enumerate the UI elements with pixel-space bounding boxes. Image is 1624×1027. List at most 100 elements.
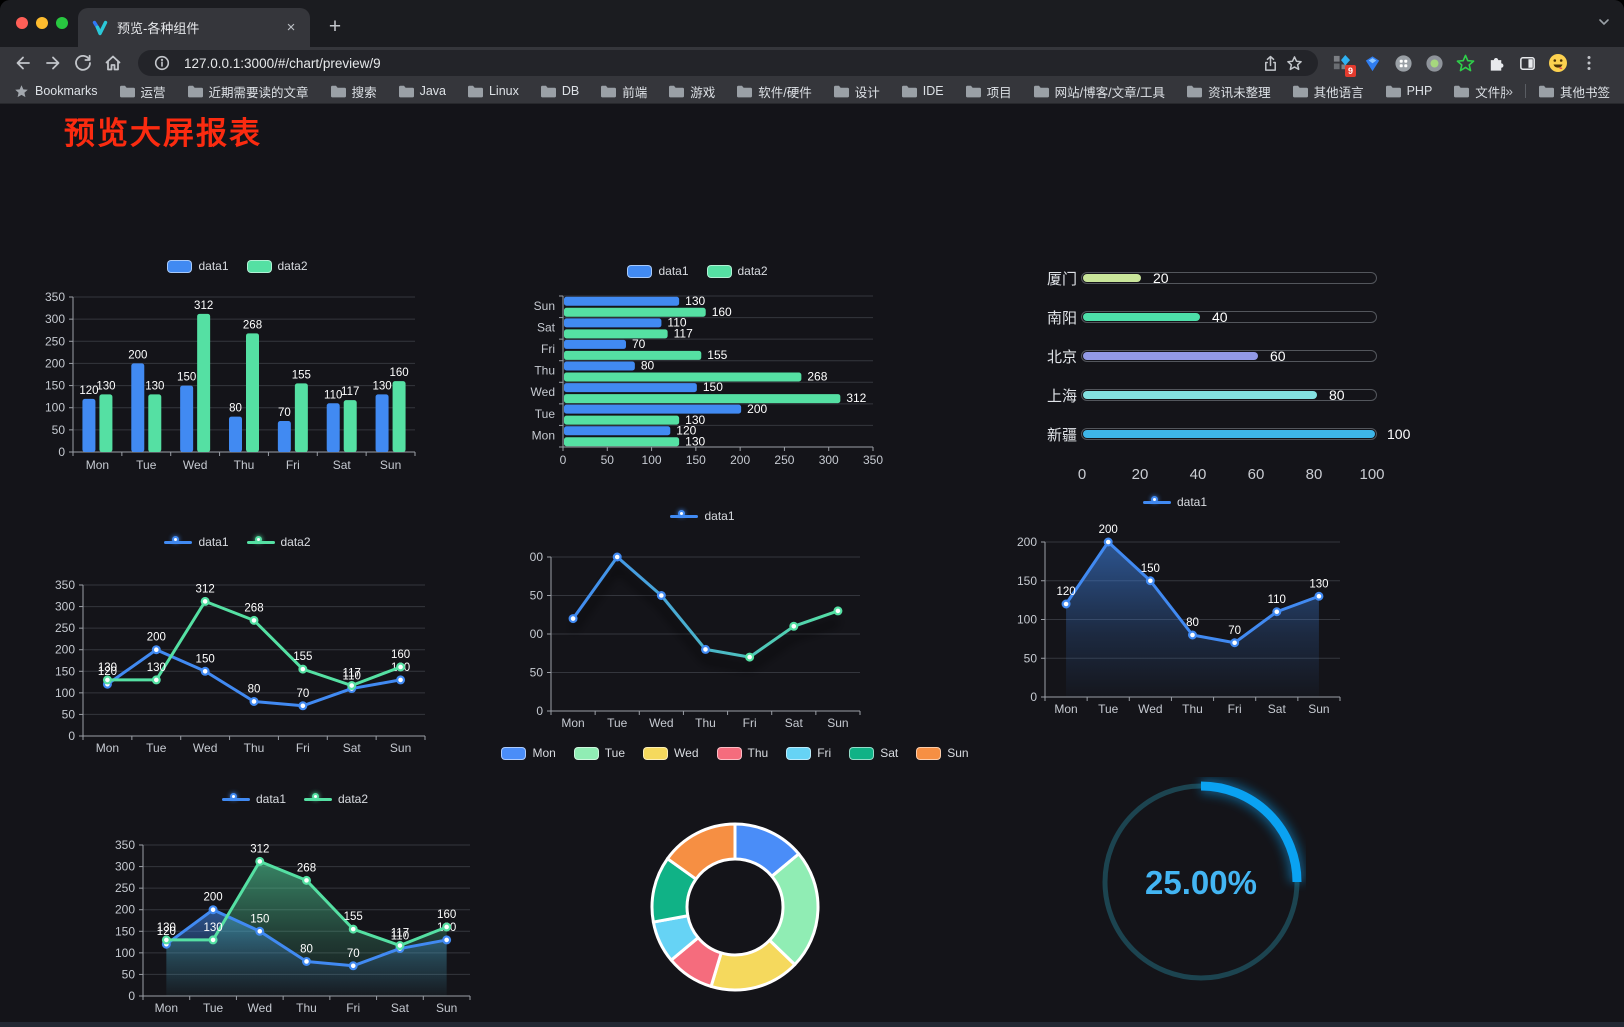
svg-text:312: 312	[194, 300, 213, 312]
svg-text:117: 117	[391, 928, 409, 940]
bookmark-item[interactable]: 运营	[119, 82, 166, 101]
bookmark-item[interactable]: 项目	[965, 82, 1012, 101]
bookmark-label: 文件服务器	[1475, 82, 1505, 101]
svg-text:300: 300	[55, 600, 75, 614]
bookmark-item[interactable]: 文件服务器	[1453, 82, 1505, 101]
home-button[interactable]	[98, 49, 128, 77]
bookmarks-manager[interactable]: Bookmarks	[14, 84, 98, 99]
window-close-button[interactable]	[16, 17, 28, 29]
progress-label: 厦门	[1000, 268, 1077, 289]
bookmark-label: PHP	[1407, 84, 1433, 98]
axis-tick-label: 60	[1248, 466, 1265, 483]
svg-text:155: 155	[707, 348, 727, 362]
progress-row: 新疆100	[1000, 426, 1430, 442]
svg-text:Sun: Sun	[380, 458, 401, 472]
bookmark-item[interactable]: 资讯未整理	[1186, 82, 1271, 101]
svg-text:70: 70	[296, 688, 309, 700]
folder-icon	[398, 85, 414, 98]
bookmark-item[interactable]: 游戏	[668, 82, 715, 101]
svg-text:Wed: Wed	[183, 458, 207, 472]
share-icon[interactable]	[1258, 51, 1282, 75]
svg-text:50: 50	[62, 707, 76, 721]
svg-text:160: 160	[712, 305, 732, 319]
back-button[interactable]	[8, 49, 38, 77]
bookmark-item[interactable]: 近期需要读的文章	[187, 82, 309, 101]
progress-label: 南阳	[1000, 307, 1077, 328]
svg-text:0: 0	[560, 453, 567, 467]
chart-line-two-series: data1data2050100150200250300350MonTueWed…	[40, 529, 435, 761]
tab-favicon	[92, 20, 108, 36]
bookmark-item[interactable]: 搜索	[330, 82, 377, 101]
gem-extension-icon[interactable]	[1361, 52, 1383, 74]
page-info-icon[interactable]	[150, 51, 174, 75]
tabstrip-chevron-down-icon[interactable]	[1598, 16, 1610, 28]
browser-menu-icon[interactable]	[1578, 52, 1600, 74]
bookmarks-overflow-chevron[interactable]: »	[1505, 83, 1513, 99]
svg-text:200: 200	[747, 402, 767, 416]
bookmark-label: 其他语言	[1314, 82, 1364, 101]
svg-text:Sun: Sun	[827, 716, 848, 730]
folder-icon	[965, 85, 981, 98]
svg-text:Wed: Wed	[193, 741, 217, 755]
svg-text:Thu: Thu	[695, 716, 716, 730]
window-maximize-button[interactable]	[56, 17, 68, 29]
svg-text:130: 130	[685, 434, 705, 448]
progress-fill	[1083, 313, 1200, 321]
svg-text:200: 200	[115, 903, 135, 917]
command-circle-extension-icon[interactable]	[1392, 52, 1414, 74]
svg-text:Thu: Thu	[234, 458, 255, 472]
bookmark-item[interactable]: Linux	[467, 82, 519, 101]
svg-text:250: 250	[45, 334, 65, 348]
green-dot-extension-icon[interactable]	[1423, 52, 1445, 74]
svg-text:300: 300	[819, 453, 839, 467]
bookmark-item[interactable]: 软件/硬件	[736, 82, 811, 101]
svg-text:Thu: Thu	[1182, 702, 1203, 716]
svg-text:150: 150	[196, 653, 215, 665]
svg-text:117: 117	[343, 668, 361, 680]
bookmark-item[interactable]: 网站/博客/文章/工具	[1033, 82, 1165, 101]
svg-text:25.00%: 25.00%	[1145, 864, 1257, 901]
folder-icon	[833, 85, 849, 98]
window-minimize-button[interactable]	[36, 17, 48, 29]
axis-tick-label: 40	[1190, 466, 1207, 483]
folder-icon	[119, 85, 135, 98]
svg-text:50: 50	[530, 666, 543, 680]
bookmark-star-icon[interactable]	[1282, 51, 1306, 75]
url-bar[interactable]: 127.0.0.1:3000/#/chart/preview/9	[138, 50, 1318, 76]
extensions-puzzle-icon[interactable]	[1485, 52, 1507, 74]
side-panel-icon[interactable]	[1516, 52, 1538, 74]
browser-tab[interactable]: 预览-各种组件 ×	[78, 8, 310, 47]
svg-text:130: 130	[147, 662, 166, 674]
bookmark-item[interactable]: DB	[540, 82, 579, 101]
tab-close-icon[interactable]: ×	[282, 19, 300, 37]
svg-text:50: 50	[52, 423, 66, 437]
reload-button[interactable]	[68, 49, 98, 77]
pixel-extension-icon[interactable]: 9	[1330, 52, 1352, 74]
svg-text:150: 150	[250, 913, 269, 925]
new-tab-button[interactable]: +	[322, 14, 348, 40]
svg-text:250: 250	[55, 621, 75, 635]
svg-text:150: 150	[115, 924, 135, 938]
gauge-canvas: 25.00%	[1096, 777, 1306, 987]
svg-text:Thu: Thu	[244, 741, 265, 755]
bookmark-item[interactable]: 前端	[600, 82, 647, 101]
svg-text:250: 250	[115, 881, 135, 895]
forward-button[interactable]	[38, 49, 68, 77]
bookmark-item[interactable]: Java	[398, 82, 446, 101]
area-single-canvas: 050100150200MonTueWedThuFriSatSun1202001…	[1000, 489, 1350, 724]
svg-text:160: 160	[389, 367, 408, 379]
bookmark-item[interactable]: 设计	[833, 82, 880, 101]
chart-area-two-series: data1data2050100150200250300350MonTueWed…	[105, 784, 485, 1024]
bookmark-item[interactable]: 其他语言	[1292, 82, 1364, 101]
axis-tick-label: 80	[1306, 466, 1323, 483]
svg-text:Sat: Sat	[391, 1001, 410, 1015]
svg-text:268: 268	[244, 602, 263, 614]
other-bookmarks-folder[interactable]: 其他书签	[1538, 82, 1610, 101]
svg-text:268: 268	[297, 862, 316, 874]
progress-value: 60	[1270, 348, 1286, 364]
green-star-extension-icon[interactable]	[1454, 52, 1476, 74]
bookmark-item[interactable]: PHP	[1385, 82, 1433, 101]
progress-label: 上海	[1000, 385, 1077, 406]
emoji-extension-icon[interactable]	[1547, 52, 1569, 74]
bookmark-item[interactable]: IDE	[901, 82, 944, 101]
